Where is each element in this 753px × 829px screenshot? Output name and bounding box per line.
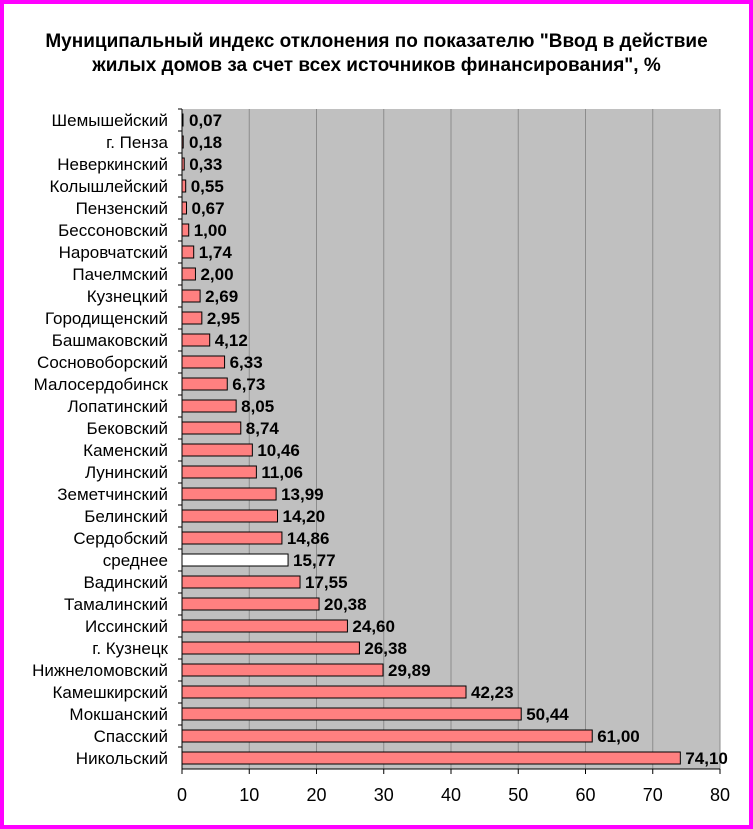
category-label: Каменский — [83, 441, 168, 460]
x-tick-label: 10 — [239, 785, 259, 805]
data-label: 10,46 — [257, 441, 300, 460]
bar — [181, 685, 467, 699]
bar — [181, 245, 195, 259]
data-label: 13,99 — [281, 485, 324, 504]
x-tick-label: 60 — [575, 785, 595, 805]
category-label: Бековский — [87, 419, 168, 438]
bar — [181, 531, 283, 545]
bar — [181, 575, 301, 589]
x-tick-label: 0 — [177, 785, 187, 805]
bar — [181, 201, 188, 215]
bar — [181, 355, 226, 369]
bar — [181, 597, 320, 611]
bar — [181, 333, 211, 347]
bar — [181, 377, 228, 391]
data-label: 4,12 — [215, 331, 248, 350]
category-label: Камешкирский — [53, 683, 168, 702]
bar — [181, 619, 348, 633]
category-label: Лунинский — [85, 463, 168, 482]
category-label: среднее — [103, 551, 168, 570]
data-label: 14,86 — [287, 529, 330, 548]
data-label: 0,55 — [191, 177, 224, 196]
category-label: Спасский — [94, 727, 168, 746]
x-tick-label: 30 — [374, 785, 394, 805]
data-label: 0,18 — [189, 133, 222, 152]
data-label: 1,00 — [194, 221, 227, 240]
bar — [181, 443, 253, 457]
data-label: 50,44 — [526, 705, 569, 724]
x-tick-label: 50 — [508, 785, 528, 805]
data-label: 17,55 — [305, 573, 348, 592]
data-label: 24,60 — [352, 617, 395, 636]
category-label: Шемышейский — [52, 111, 168, 130]
category-label: Тамалинский — [64, 595, 168, 614]
x-tick-label: 80 — [710, 785, 730, 805]
bar — [181, 465, 257, 479]
data-label: 11,06 — [261, 463, 303, 482]
bar — [181, 641, 360, 655]
bar — [181, 707, 522, 721]
x-tick-label: 20 — [306, 785, 326, 805]
bar — [181, 729, 593, 743]
category-label: Мокшанский — [69, 705, 168, 724]
category-label: Пачелмский — [72, 265, 168, 284]
x-tick-label: 40 — [441, 785, 461, 805]
bar — [181, 663, 384, 677]
data-label: 2,69 — [205, 287, 238, 306]
category-label: г. Пенза — [106, 133, 168, 152]
category-label: Малосердобинск — [34, 375, 169, 394]
category-label: Сосновоборский — [37, 353, 168, 372]
data-label: 1,74 — [199, 243, 233, 262]
data-label: 6,33 — [230, 353, 263, 372]
bar — [181, 751, 681, 765]
data-label: 61,00 — [597, 727, 640, 746]
category-label: Колышлейский — [49, 177, 168, 196]
category-label: Сердобский — [73, 529, 168, 548]
data-label: 14,20 — [282, 507, 325, 526]
bar — [181, 553, 289, 567]
bar — [181, 311, 203, 325]
data-label: 2,00 — [200, 265, 233, 284]
category-label: Никольский — [76, 749, 168, 768]
bar — [181, 289, 201, 303]
bar — [181, 509, 278, 523]
category-label: Лопатинский — [68, 397, 169, 416]
category-label: Пензенский — [76, 199, 168, 218]
bar — [181, 179, 187, 193]
category-label: Иссинский — [85, 617, 168, 636]
data-label: 0,67 — [192, 199, 225, 218]
chart-title: Муниципальный индекс отклонения по показ… — [45, 31, 708, 76]
data-label: 8,74 — [246, 419, 280, 438]
data-label: 0,33 — [189, 155, 222, 174]
category-label: Кузнецкий — [87, 287, 168, 306]
data-label: 29,89 — [388, 661, 431, 680]
bar — [181, 399, 237, 413]
data-label: 26,38 — [364, 639, 407, 658]
category-label: Башмаковский — [52, 331, 168, 350]
category-label: Наровчатский — [59, 243, 168, 262]
data-label: 0,07 — [189, 111, 222, 130]
data-label: 20,38 — [324, 595, 367, 614]
bar — [181, 267, 196, 281]
x-tick-label: 70 — [643, 785, 663, 805]
category-label: Бессоновский — [58, 221, 168, 240]
category-label: Нижнеломовский — [32, 661, 168, 680]
bar — [181, 421, 242, 435]
data-label: 74,10 — [685, 749, 728, 768]
category-label: г. Кузнецк — [92, 639, 168, 658]
data-label: 42,23 — [471, 683, 514, 702]
category-label: Вадинский — [83, 573, 168, 592]
bar — [181, 487, 277, 501]
category-label: Земетчинский — [57, 485, 168, 504]
category-label: Городищенский — [45, 309, 168, 328]
category-label: Неверкинский — [57, 155, 168, 174]
data-label: 8,05 — [241, 397, 274, 416]
data-label: 6,73 — [232, 375, 265, 394]
data-label: 15,77 — [293, 551, 336, 570]
category-label: Белинский — [84, 507, 168, 526]
bar — [181, 223, 190, 237]
data-label: 2,95 — [207, 309, 240, 328]
